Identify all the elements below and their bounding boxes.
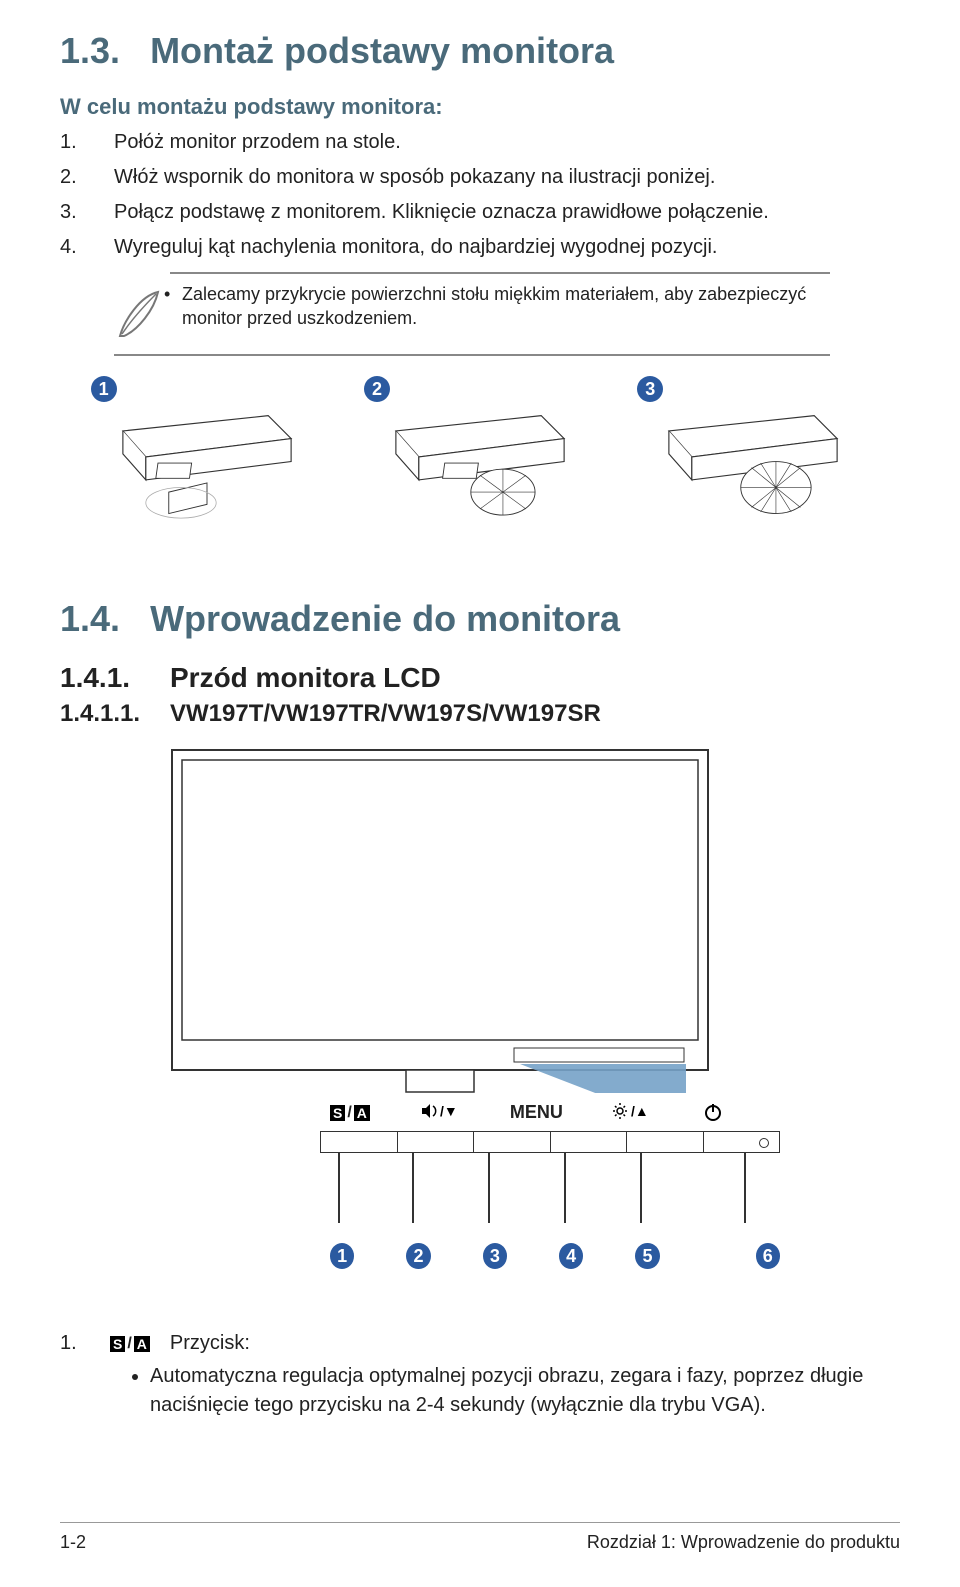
diagram-3: 3 xyxy=(633,376,873,538)
button-label-sa: S/A xyxy=(330,1102,370,1127)
sa-icon: S / A xyxy=(110,1332,150,1355)
button-1-description: 1. S / A Przycisk: Automatyczna regulacj… xyxy=(60,1329,900,1420)
section-num: 1.4. xyxy=(60,598,120,639)
monitor-front-diagram: S/A /▼ MENU /▲ xyxy=(170,748,900,1269)
volume-down-icon: /▼ xyxy=(420,1102,460,1120)
note-text: Zalecamy przykrycie powierzchni stołu mi… xyxy=(182,272,830,331)
footer-rule xyxy=(60,1522,900,1523)
section-1-3-heading: 1.3. Montaż podstawy monitora xyxy=(60,30,900,72)
callout-badge-2: 2 xyxy=(406,1243,430,1269)
step-3: 3. Połącz podstawę z monitorem. Kliknięc… xyxy=(60,198,900,227)
callout-badge-5: 5 xyxy=(635,1243,659,1269)
power-icon xyxy=(703,1102,723,1122)
step-2: 2. Włóż wspornik do monitora w sposób po… xyxy=(60,163,900,192)
section-num: 1.3. xyxy=(60,30,120,71)
button-callout-panel: S/A /▼ MENU /▲ xyxy=(320,1098,780,1269)
monitor-back-illustration-1 xyxy=(87,408,327,538)
brightness-up-icon: /▲ xyxy=(613,1102,653,1120)
lead-text: W celu montażu podstawy monitora: xyxy=(60,94,900,120)
svg-text:/▼: /▼ xyxy=(440,1103,458,1119)
section-title-text: Montaż podstawy monitora xyxy=(150,30,614,71)
sa-icon: S/A xyxy=(330,1104,370,1122)
diagram-2: 2 xyxy=(360,376,600,538)
page-footer: 1-2 Rozdział 1: Wprowadzenie do produktu xyxy=(60,1526,900,1553)
callout-badges-row: 1 2 3 4 5 6 xyxy=(326,1243,780,1269)
assembly-diagram-row: 1 2 3 xyxy=(70,376,890,538)
button-label-menu: MENU xyxy=(510,1102,563,1127)
page-number: 1-2 xyxy=(60,1532,86,1553)
callout-badge-4: 4 xyxy=(559,1243,583,1269)
svg-text:/▲: /▲ xyxy=(631,1103,649,1119)
diagram-badge-2: 2 xyxy=(364,376,390,402)
button-labels-row: S/A /▼ MENU /▲ xyxy=(320,1098,780,1127)
monitor-front-illustration xyxy=(170,748,710,1093)
callout-badge-1: 1 xyxy=(330,1243,354,1269)
section-title-text: Wprowadzenie do monitora xyxy=(150,598,620,639)
monitor-back-illustration-2 xyxy=(360,408,600,538)
callout-badge-6: 6 xyxy=(756,1243,780,1269)
button-label-vol: /▼ xyxy=(420,1102,460,1127)
callout-leader-lines xyxy=(320,1153,780,1243)
monitor-back-illustration-3 xyxy=(633,408,873,538)
diagram-badge-3: 3 xyxy=(637,376,663,402)
section-1-4-heading: 1.4. Wprowadzenie do monitora xyxy=(60,598,900,640)
callout-badge-3: 3 xyxy=(483,1243,507,1269)
step-1: 1. Połóż monitor przodem na stole. xyxy=(60,128,900,157)
chapter-title: Rozdział 1: Wprowadzenie do produktu xyxy=(587,1532,900,1553)
section-1-4-1-1-heading: 1.4.1.1. VW197T/VW197TR/VW197S/VW197SR xyxy=(60,700,900,728)
note-callout: Zalecamy przykrycie powierzchni stołu mi… xyxy=(114,272,830,356)
button-strip-illustration xyxy=(320,1131,780,1153)
feather-icon xyxy=(114,286,164,342)
button-label-bright: /▲ xyxy=(613,1102,653,1127)
step-4: 4. Wyreguluj kąt nachylenia monitora, do… xyxy=(60,233,900,262)
diagram-badge-1: 1 xyxy=(91,376,117,402)
steps-list: 1. Połóż monitor przodem na stole. 2. Wł… xyxy=(60,128,900,262)
diagram-1: 1 xyxy=(87,376,327,538)
section-1-4-1-heading: 1.4.1. Przód monitora LCD xyxy=(60,662,900,694)
button-label-power xyxy=(703,1102,723,1127)
